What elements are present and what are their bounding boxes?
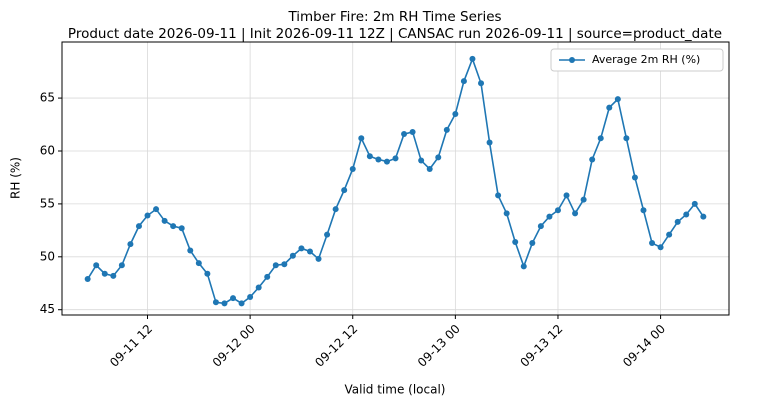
x-tick-label: 09-14 00	[620, 322, 668, 370]
data-point	[597, 135, 604, 142]
data-point	[503, 210, 510, 217]
data-point	[341, 187, 348, 194]
data-point	[512, 238, 519, 245]
data-point	[221, 300, 228, 307]
y-tick-label: 50	[40, 249, 55, 263]
x-tick-label: 09-13 12	[518, 322, 566, 370]
data-point	[460, 78, 467, 85]
data-point	[247, 294, 254, 301]
data-point	[435, 154, 442, 161]
x-tick-label: 09-13 00	[415, 322, 463, 370]
data-point	[195, 260, 202, 267]
data-point	[84, 276, 91, 283]
data-point	[187, 247, 194, 254]
data-point	[118, 262, 125, 269]
data-point	[623, 135, 630, 142]
data-point	[443, 126, 450, 133]
data-point	[691, 200, 698, 207]
data-point	[144, 212, 151, 219]
data-point	[495, 192, 502, 199]
data-point	[392, 155, 399, 162]
data-point	[238, 300, 245, 307]
data-point	[469, 55, 476, 62]
legend-marker	[569, 57, 575, 63]
data-point	[409, 128, 416, 135]
data-point	[289, 252, 296, 259]
data-point	[281, 261, 288, 268]
data-point	[418, 157, 425, 164]
data-point	[631, 174, 638, 181]
y-tick-label: 55	[40, 196, 55, 210]
data-point	[401, 131, 408, 138]
data-point	[101, 270, 108, 277]
x-axis-label: Valid time (local)	[345, 383, 446, 397]
data-line	[86, 56, 705, 305]
data-point	[272, 262, 279, 269]
x-tick-label: 09-12 00	[210, 322, 258, 370]
data-point	[614, 96, 621, 103]
data-point	[93, 262, 100, 269]
data-point	[375, 156, 382, 163]
data-point	[298, 245, 305, 252]
chart-subtitle: Product date 2026-09-11 | Init 2026-09-1…	[68, 26, 722, 42]
data-point	[255, 284, 262, 291]
data-point	[135, 223, 142, 230]
data-point	[383, 158, 390, 165]
data-point	[529, 240, 536, 247]
data-point	[674, 218, 681, 225]
data-point	[349, 165, 356, 172]
data-point	[170, 223, 177, 230]
data-point	[127, 241, 134, 248]
data-point	[589, 156, 596, 163]
data-point	[358, 135, 365, 142]
data-point	[580, 196, 587, 203]
data-point	[657, 244, 664, 251]
plot-frame	[61, 41, 730, 316]
data-point	[306, 248, 313, 255]
data-point	[700, 213, 707, 220]
x-tick-label: 09-12 12	[312, 322, 360, 370]
data-point	[426, 165, 433, 172]
data-point	[563, 192, 570, 199]
y-tick-label: 45	[40, 302, 55, 316]
data-point	[537, 223, 544, 230]
data-point	[649, 240, 656, 247]
chart-title: Timber Fire: 2m RH Time Series	[287, 9, 501, 25]
y-axis-label: RH (%)	[9, 157, 23, 199]
data-point	[366, 153, 373, 160]
data-point	[554, 207, 561, 214]
x-tick-label: 09-11 12	[107, 322, 155, 370]
data-point	[683, 211, 690, 218]
data-point	[546, 213, 553, 220]
data-point	[178, 225, 185, 232]
data-point	[153, 206, 160, 213]
data-point	[572, 210, 579, 217]
data-point	[204, 270, 211, 277]
data-point	[212, 299, 219, 306]
data-point	[452, 110, 459, 117]
data-point	[110, 272, 117, 279]
data-point	[478, 80, 485, 87]
data-point	[315, 255, 322, 262]
data-point	[666, 231, 673, 238]
data-point	[520, 263, 527, 270]
data-point	[332, 206, 339, 213]
data-point	[264, 273, 271, 280]
data-point	[161, 217, 168, 224]
y-tick-label: 60	[40, 143, 55, 157]
data-point	[640, 207, 647, 214]
y-tick-label: 65	[40, 91, 55, 105]
data-point	[230, 295, 237, 302]
data-point	[606, 104, 613, 111]
data-point	[324, 231, 331, 238]
legend-box	[550, 48, 724, 72]
data-point	[486, 139, 493, 146]
legend-label: Average 2m RH (%)	[592, 53, 700, 66]
